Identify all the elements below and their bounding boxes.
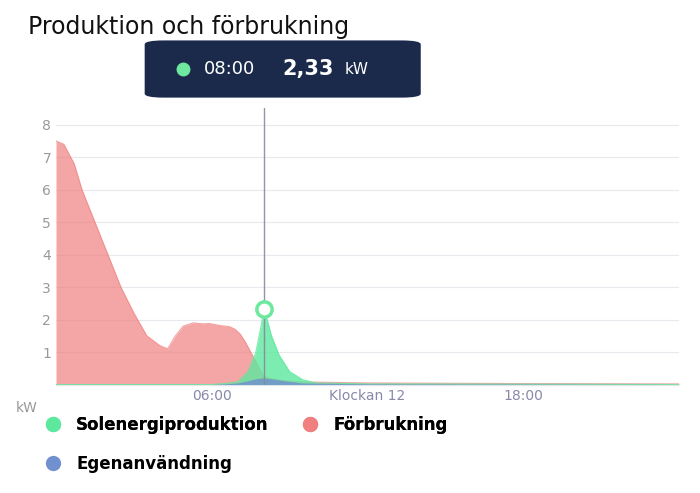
FancyBboxPatch shape	[145, 40, 421, 98]
Text: kW: kW	[344, 62, 369, 76]
Text: Produktion och förbrukning: Produktion och förbrukning	[28, 15, 349, 39]
Text: 08:00: 08:00	[204, 60, 256, 78]
Text: 2,33: 2,33	[283, 59, 334, 79]
Legend: Solenergiproduktion, Förbrukning: Solenergiproduktion, Förbrukning	[29, 409, 454, 440]
Text: kW: kW	[15, 401, 37, 415]
Legend: Egenanvändning: Egenanvändning	[29, 449, 239, 480]
